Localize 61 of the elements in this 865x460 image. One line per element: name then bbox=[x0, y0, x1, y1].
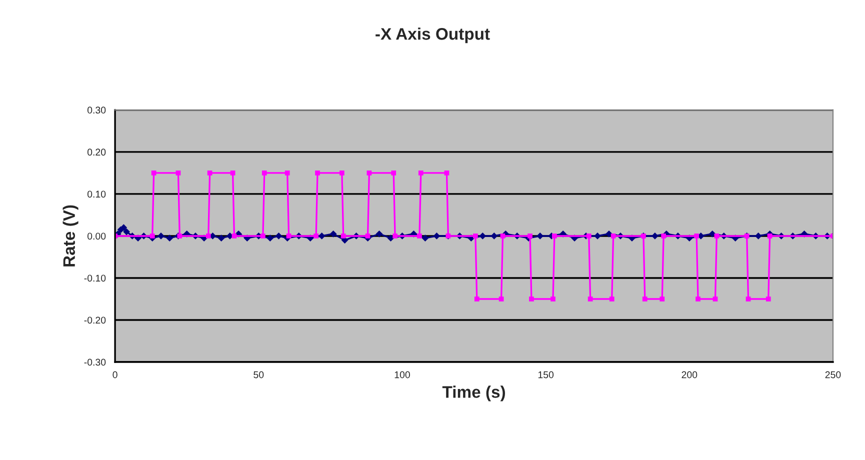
point bbox=[262, 170, 267, 176]
point bbox=[284, 170, 290, 176]
y-axis-title: Rate (V) bbox=[62, 205, 78, 266]
point bbox=[176, 170, 181, 176]
point bbox=[642, 296, 648, 302]
point bbox=[232, 234, 237, 238]
point bbox=[767, 234, 772, 238]
point bbox=[418, 170, 424, 176]
point bbox=[746, 296, 751, 302]
x-tick-label: 150 bbox=[538, 371, 554, 378]
point bbox=[766, 296, 771, 302]
y-tick-label: 0.20 bbox=[87, 148, 106, 156]
point bbox=[444, 170, 450, 176]
point bbox=[661, 234, 666, 238]
y-tick-label: 0.30 bbox=[87, 106, 106, 114]
x-tick-label: 100 bbox=[394, 371, 410, 378]
y-tick-label: -0.10 bbox=[84, 274, 106, 282]
point bbox=[610, 234, 616, 238]
point bbox=[609, 296, 614, 302]
point bbox=[550, 296, 556, 302]
point bbox=[473, 234, 478, 238]
point bbox=[660, 296, 665, 302]
x-tick-label: 200 bbox=[682, 371, 698, 378]
x-axis-title: Time (s) bbox=[442, 386, 505, 402]
y-tick-label: -0.20 bbox=[84, 316, 106, 324]
point bbox=[586, 234, 592, 238]
point bbox=[177, 234, 182, 238]
point bbox=[286, 234, 292, 238]
point bbox=[392, 234, 398, 238]
point bbox=[314, 234, 318, 238]
point bbox=[694, 234, 700, 238]
point bbox=[417, 234, 422, 238]
point bbox=[474, 296, 480, 302]
point bbox=[528, 234, 532, 238]
point bbox=[588, 296, 593, 302]
point bbox=[339, 170, 344, 176]
point bbox=[151, 170, 156, 176]
point bbox=[150, 234, 155, 238]
x-tick-label: 50 bbox=[254, 371, 264, 378]
point bbox=[365, 234, 370, 238]
point bbox=[260, 234, 266, 238]
chart-title: -X Axis Output bbox=[376, 28, 490, 44]
x-tick-label: 250 bbox=[825, 371, 841, 378]
point bbox=[391, 170, 396, 176]
point bbox=[529, 296, 534, 302]
point bbox=[500, 234, 506, 238]
y-tick-label: -0.30 bbox=[84, 358, 106, 366]
point bbox=[366, 170, 372, 176]
y-tick-label: 0.10 bbox=[87, 190, 106, 198]
y-tick-label: 0.00 bbox=[87, 232, 106, 240]
point bbox=[498, 296, 504, 302]
point bbox=[206, 234, 211, 238]
point bbox=[340, 234, 346, 238]
point bbox=[696, 296, 700, 302]
point bbox=[207, 170, 212, 176]
point bbox=[714, 234, 720, 238]
point bbox=[230, 170, 236, 176]
x-tick-label: 0 bbox=[112, 371, 118, 378]
point bbox=[552, 234, 557, 238]
point bbox=[712, 296, 718, 302]
point bbox=[315, 170, 320, 176]
